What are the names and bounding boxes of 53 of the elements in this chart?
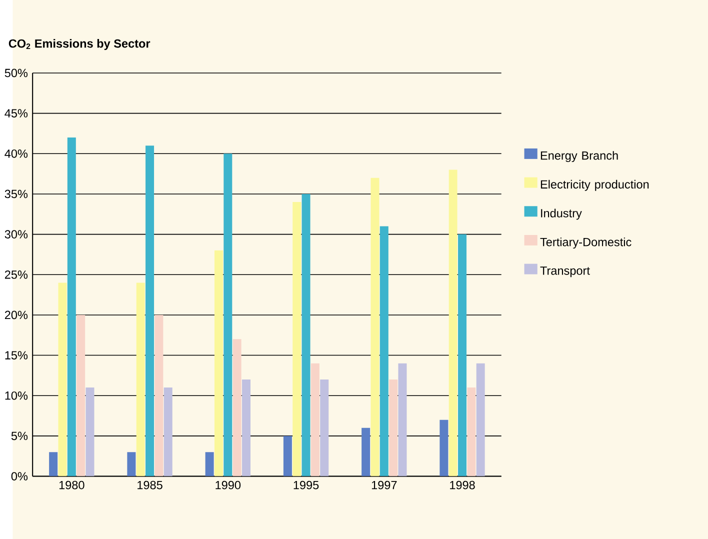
bar bbox=[302, 194, 310, 476]
bar bbox=[232, 339, 242, 476]
bar bbox=[458, 234, 467, 476]
bar bbox=[86, 387, 94, 476]
y-tick-label: 15% bbox=[5, 351, 28, 360]
bar bbox=[146, 146, 154, 476]
y-tick-label: 30% bbox=[4, 230, 28, 238]
bar bbox=[67, 137, 76, 476]
bar bbox=[136, 282, 145, 476]
y-tick-label: 50% bbox=[4, 68, 28, 78]
bar bbox=[283, 436, 292, 476]
legend-label: Electricity production bbox=[540, 180, 649, 191]
bar bbox=[214, 250, 223, 476]
legend-label: Industry bbox=[541, 208, 582, 220]
y-tick-label: 20% bbox=[4, 310, 28, 320]
bar bbox=[205, 452, 214, 476]
legend-label: Energy Branch bbox=[540, 151, 618, 162]
bar bbox=[127, 452, 136, 476]
x-tick-label: 1997 bbox=[372, 480, 397, 490]
legend-label: Transport bbox=[540, 266, 590, 278]
x-tick-label: 1998 bbox=[450, 480, 475, 490]
y-tick-label: 40% bbox=[4, 149, 28, 158]
y-tick-label: 35% bbox=[4, 190, 28, 198]
bar bbox=[398, 363, 407, 476]
bar bbox=[310, 363, 320, 476]
x-tick-label: 1990 bbox=[216, 480, 241, 490]
y-tick-label: 25% bbox=[4, 270, 28, 279]
bar bbox=[49, 452, 58, 476]
bar bbox=[58, 282, 67, 476]
bar bbox=[292, 202, 302, 476]
bar bbox=[320, 379, 329, 476]
bar bbox=[370, 178, 380, 476]
bar bbox=[476, 363, 485, 476]
bar bbox=[380, 226, 388, 476]
y-tick-label: 45% bbox=[4, 109, 28, 118]
chart-title: CO$_{2}$ Emissions by Sector bbox=[8, 38, 150, 50]
y-tick-label: 0% bbox=[11, 472, 28, 480]
bar bbox=[164, 387, 172, 476]
bar bbox=[224, 154, 232, 476]
bar bbox=[362, 428, 370, 476]
y-tick-label: 10% bbox=[5, 391, 28, 400]
bar bbox=[467, 387, 476, 476]
bar bbox=[389, 379, 398, 476]
bar bbox=[448, 170, 458, 476]
bar bbox=[154, 314, 164, 476]
x-tick-label: 1980 bbox=[59, 480, 84, 490]
x-tick-label: 1985 bbox=[138, 480, 162, 490]
bar bbox=[242, 379, 250, 476]
bar bbox=[440, 420, 448, 476]
legend-label: Tertiary-Domestic bbox=[540, 238, 632, 248]
bar bbox=[76, 314, 86, 476]
y-tick-label: 5% bbox=[11, 432, 28, 440]
x-tick-label: 1995 bbox=[294, 480, 319, 490]
